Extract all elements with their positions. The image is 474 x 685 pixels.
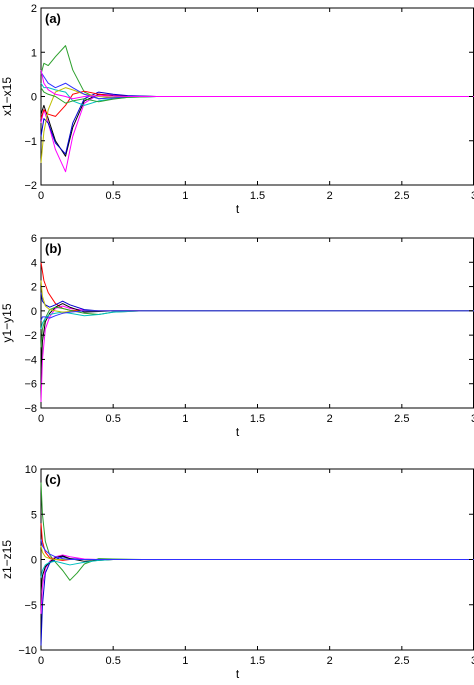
x-tick-label: 0 [38,655,44,667]
x-axis-label: t [236,425,240,439]
x-tick-label: 2.5 [394,413,409,425]
y-tick-label: −10 [18,645,37,657]
y-axis-label: x1−x15 [0,77,14,116]
y-tick-label: −6 [24,379,37,391]
y-tick-label: 5 [31,509,37,521]
panel-label: (b) [45,241,62,256]
y-tick-label: −8 [24,403,37,415]
y-tick-label: −2 [24,330,37,342]
y-tick-label: 2 [31,3,37,15]
y-axis-label: z1−z15 [0,540,14,579]
x-tick-label: 3 [471,655,474,667]
x-tick-label: 0.5 [106,190,121,202]
chart-panel-1: 0 0.5 1 1.5 2 2.5 3 −8 −6 −4 −2 0 2 4 6 t y1−y15 (b) [0,233,474,439]
x-tick-label: 0.5 [106,413,121,425]
y-tick-label: 10 [25,464,37,476]
x-tick-label: 2 [327,413,333,425]
series-line-7 [40,310,474,321]
x-axis-label: t [236,667,240,681]
x-axis-label: t [236,202,240,216]
x-tick-label: 2.5 [394,190,409,202]
x-tick-label: 3 [471,413,474,425]
y-tick-label: 0 [31,92,37,104]
x-tick-label: 1.5 [250,413,265,425]
y-axis-label: y1−y15 [0,303,14,342]
y-tick-label: −5 [24,600,37,612]
x-tick-label: 0 [38,190,44,202]
x-tick-label: 2.5 [394,655,409,667]
x-tick-label: 1 [182,655,188,667]
plot-area-frame [40,237,474,409]
series-line-7 [40,539,474,560]
y-tick-label: 6 [31,233,37,245]
x-tick-label: 2 [327,655,333,667]
y-tick-label: 2 [31,282,37,294]
y-tick-label: −2 [24,180,37,192]
y-tick-label: 4 [31,257,37,269]
x-tick-label: 0.5 [106,655,121,667]
y-tick-label: −1 [24,136,37,148]
y-tick-label: 0 [31,306,37,318]
y-tick-label: 1 [31,47,37,59]
x-tick-label: 3 [471,190,474,202]
y-tick-label: 0 [31,555,37,567]
panel-label: (c) [45,472,61,487]
x-tick-label: 1.5 [250,655,265,667]
chart-panel-0: 0 0.5 1 1.5 2 2.5 3 −2 −1 0 1 2 t x1−x15 (a) [0,3,474,216]
x-tick-label: 1 [182,413,188,425]
y-tick-label: −4 [24,354,37,366]
x-tick-label: 2 [327,190,333,202]
x-tick-label: 1.5 [250,190,265,202]
x-tick-label: 1 [182,190,188,202]
series-line-9 [40,69,474,100]
x-tick-label: 0 [38,413,44,425]
chart-panel-2: 0 0.5 1 1.5 2 2.5 3 −10 −5 0 5 10 t z1−z15 (c) [0,464,474,681]
panel-label: (a) [45,11,61,26]
